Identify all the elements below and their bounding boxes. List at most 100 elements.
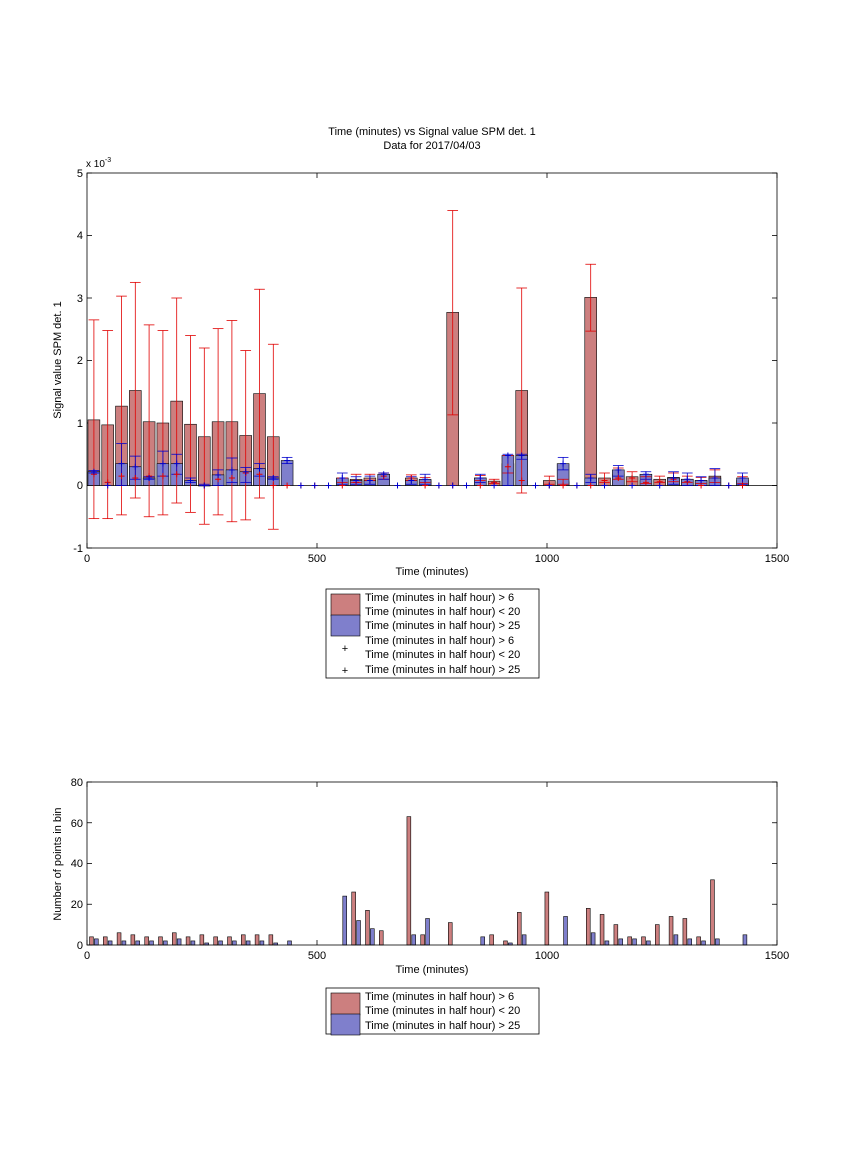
- bottom-red-bar: [144, 936, 149, 946]
- top-blue-marker: [642, 471, 649, 478]
- bottom-blue-bar: [190, 940, 196, 946]
- top-blue-marker: [256, 465, 263, 472]
- top-blue-marker: [173, 460, 180, 467]
- top-blue-marker: [394, 482, 401, 489]
- bottom-blue-bar: [149, 940, 154, 946]
- bottom-red-bar: [641, 936, 646, 946]
- top-red-marker: [739, 482, 746, 489]
- top-blue-marker: [104, 482, 111, 489]
- bottom-blue-bar: [163, 940, 168, 946]
- bottom-x-tick-label: 1500: [765, 950, 789, 962]
- bottom-legend-entry: Time (minutes in half hour) < 20: [365, 1005, 520, 1017]
- bottom-x-tick-label: 0: [84, 950, 90, 962]
- bottom-red-bar: [710, 879, 715, 946]
- bottom-red-bar: [89, 936, 94, 946]
- bottom-blue-bar: [521, 934, 527, 946]
- top-red-marker: [173, 471, 180, 478]
- bottom-x-axis-label: Time (minutes): [396, 964, 469, 976]
- top-blue-marker: [504, 452, 511, 459]
- top-y-tick-label: 3: [77, 293, 83, 305]
- top-blue-marker: [435, 482, 442, 489]
- bottom-blue-bar: [701, 940, 706, 946]
- bottom-blue-bar: [287, 940, 292, 946]
- bottom-blue-bar: [590, 932, 596, 946]
- top-blue-marker: [284, 457, 291, 464]
- top-blue-marker: [615, 466, 622, 473]
- bottom-blue-bar: [687, 938, 692, 946]
- top-red-marker: [629, 475, 636, 481]
- top-red-marker: [518, 477, 525, 484]
- top-blue-marker: [187, 477, 194, 484]
- top-y-tick-label: -1: [73, 543, 83, 555]
- bottom-legend-entry: Time (minutes in half hour) > 25: [365, 1020, 520, 1032]
- bottom-x-tick-label: 1000: [535, 950, 559, 962]
- bottom-red-bar: [655, 924, 660, 946]
- top-chart-subtitle: Data for 2017/04/03: [383, 140, 480, 152]
- top-blue-marker: [90, 468, 97, 475]
- bottom-red-bar: [199, 934, 205, 946]
- top-blue-marker: [656, 482, 663, 489]
- top-y-tick-label: 4: [77, 230, 83, 242]
- bottom-blue-bar: [259, 940, 265, 946]
- top-red-marker: [560, 482, 567, 489]
- top-blue-marker: [698, 477, 705, 484]
- top-x-axis-label: Time (minutes): [396, 566, 469, 578]
- bottom-red-bar: [227, 936, 232, 946]
- bottom-y-tick-label: 0: [77, 940, 83, 952]
- top-red-marker: [642, 479, 649, 486]
- top-red-marker: [256, 471, 263, 478]
- bottom-red-bar: [351, 891, 356, 946]
- bottom-legend-entry: Time (minutes in half hour) > 6: [365, 991, 514, 1003]
- top-blue-marker: [215, 471, 222, 478]
- top-y-tick-label: 1: [77, 418, 83, 430]
- top-x-tick-label: 500: [308, 553, 326, 565]
- top-blue-marker: [587, 475, 594, 481]
- bottom-red-bar: [158, 936, 163, 946]
- top-legend-swatch-red: [330, 593, 361, 617]
- top-blue-marker: [518, 452, 525, 459]
- top-red-marker: [504, 463, 511, 470]
- top-y-exponent-base: x 10: [86, 159, 105, 170]
- top-blue-marker: [325, 482, 332, 489]
- top-blue-marker: [670, 475, 677, 481]
- bottom-red-bar: [668, 916, 674, 946]
- top-red-marker: [615, 475, 622, 481]
- bottom-blue-bar: [632, 938, 637, 946]
- bottom-red-bar: [241, 934, 246, 946]
- top-blue-marker: [491, 482, 498, 489]
- bottom-blue-bar: [107, 940, 113, 946]
- top-y-exponent: x 10-3: [86, 157, 111, 170]
- bottom-red-bar: [544, 891, 550, 946]
- bottom-red-bar: [586, 908, 591, 946]
- top-blue-marker: [242, 468, 249, 475]
- bottom-red-bar: [517, 912, 522, 946]
- top-blue-marker: [532, 482, 539, 489]
- top-blue-marker: [380, 471, 387, 478]
- top-blue-marker: [629, 482, 636, 489]
- bottom-y-tick-label: 80: [71, 777, 83, 789]
- top-y-tick-label: 0: [77, 480, 83, 492]
- top-legend: + + Time (minutes in half hour) > 6 Time…: [325, 588, 540, 679]
- bottom-blue-bar: [176, 938, 182, 946]
- bottom-blue-bar: [563, 916, 568, 946]
- top-blue-marker: [546, 482, 553, 489]
- top-legend-entry: Time (minutes in half hour) > 25: [365, 664, 520, 676]
- bottom-legend-box: [325, 987, 540, 1035]
- top-blue-marker: [159, 460, 166, 467]
- top-red-marker: [118, 473, 125, 480]
- bottom-red-bar: [627, 936, 632, 946]
- bottom-blue-bar: [411, 934, 416, 946]
- bottom-blue-bar: [604, 940, 610, 946]
- bottom-blue-bar: [480, 936, 485, 946]
- bottom-axes-box: [86, 781, 778, 946]
- top-blue-marker: [422, 476, 429, 483]
- bottom-blue-bar: [94, 938, 99, 946]
- top-red-marker: [228, 475, 235, 481]
- bottom-blue-bar: [425, 918, 430, 946]
- top-x-tick-label: 1500: [765, 553, 789, 565]
- bottom-red-bar: [379, 930, 384, 946]
- bottom-legend-swatch-red: [330, 992, 361, 1016]
- bottom-red-bar: [406, 816, 412, 946]
- bottom-red-bar: [116, 932, 122, 946]
- bottom-blue-bar: [646, 940, 651, 946]
